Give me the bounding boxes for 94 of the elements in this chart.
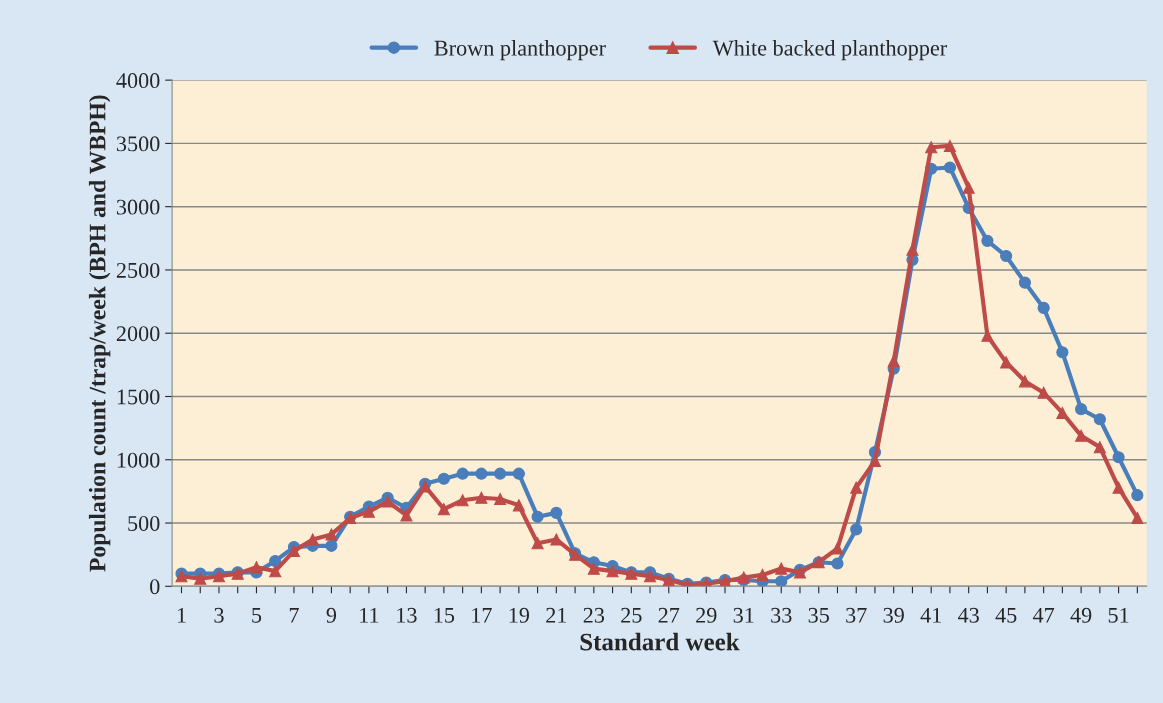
x-tick-label: 13	[397, 607, 417, 623]
point	[1018, 276, 1031, 289]
point	[494, 467, 507, 480]
x-axis-title: Standard week	[580, 632, 740, 651]
point	[306, 533, 319, 546]
x-tick-label: 17	[472, 607, 492, 623]
point	[831, 542, 844, 555]
x-tick-label: 45	[995, 607, 1017, 623]
point	[512, 467, 525, 480]
x-tick-label: 37	[846, 607, 867, 623]
point	[1075, 403, 1088, 416]
x-tick-label: 9	[326, 607, 337, 623]
legend-label: White backed planthopper	[712, 39, 947, 61]
y-tick-label: 2000	[116, 326, 160, 342]
point	[325, 528, 338, 541]
point	[831, 557, 844, 570]
point	[437, 472, 450, 485]
x-tick-label: 21	[546, 607, 567, 623]
point	[456, 467, 469, 480]
point	[531, 537, 544, 550]
point	[943, 139, 956, 153]
point	[362, 505, 375, 518]
point	[194, 572, 207, 585]
x-tick-label: 25	[621, 607, 642, 623]
point	[1037, 301, 1050, 314]
point	[925, 141, 938, 154]
point	[1018, 375, 1031, 388]
point	[1093, 441, 1106, 454]
point	[325, 539, 338, 552]
point	[512, 499, 525, 512]
point	[1056, 406, 1069, 420]
point	[943, 161, 956, 174]
x-tick-label: 11	[360, 607, 379, 623]
y-tick-label: 500	[128, 515, 160, 531]
x-tick-label: 15	[434, 607, 455, 623]
x-tick-label: 41	[920, 607, 941, 623]
x-tick-label: 5	[252, 608, 262, 623]
point	[868, 454, 882, 468]
point	[531, 510, 544, 523]
x-tick-label: 29	[696, 607, 717, 623]
point	[606, 565, 619, 578]
point	[850, 481, 863, 494]
point	[1075, 429, 1088, 442]
x-tick-label: 43	[957, 607, 979, 623]
point	[887, 354, 900, 368]
x-tick-label: 3	[214, 607, 224, 623]
point	[643, 570, 657, 583]
point	[250, 561, 263, 574]
x-tick-label: 7	[289, 608, 299, 623]
y-tick-label: 1000	[117, 452, 160, 468]
x-tick-label: 1	[177, 607, 186, 623]
point	[494, 492, 507, 506]
x-tick-label: 23	[583, 607, 605, 623]
point	[1131, 489, 1144, 502]
point	[587, 562, 600, 575]
x-tick-label: 51	[1108, 607, 1129, 623]
y-tick-label: 2500	[116, 262, 160, 278]
y-tick-label: 0	[150, 579, 160, 595]
point	[1093, 413, 1106, 426]
point	[1056, 346, 1069, 359]
point	[756, 568, 769, 581]
point	[437, 503, 450, 516]
point	[1000, 249, 1013, 263]
point	[550, 506, 563, 519]
y-tick-label: 4000	[116, 73, 160, 89]
point	[981, 234, 994, 247]
point	[775, 575, 788, 587]
point	[381, 495, 394, 508]
point	[475, 467, 488, 480]
point	[775, 562, 788, 575]
point	[475, 491, 488, 504]
point	[906, 243, 919, 256]
point	[456, 494, 469, 507]
point	[269, 554, 282, 568]
y-tick-label: 3500	[116, 136, 160, 152]
x-tick-label: 39	[883, 607, 904, 623]
point	[1112, 481, 1125, 494]
x-tick-label: 19	[509, 607, 530, 623]
x-tick-label: 27	[658, 607, 680, 623]
point	[1131, 511, 1144, 525]
x-tick-label: 47	[1032, 607, 1055, 623]
y-tick-label: 1500	[117, 389, 160, 405]
x-tick-label: 49	[1070, 607, 1092, 623]
point	[962, 181, 975, 194]
point	[850, 523, 863, 536]
x-tick-label: 35	[808, 607, 829, 623]
y-tick-label: 3000	[116, 199, 160, 215]
point	[269, 565, 282, 578]
x-tick-label: 31	[733, 607, 754, 623]
point	[1112, 451, 1125, 464]
x-tick-label: 33	[771, 607, 792, 623]
legend-label: Brown planthopper	[434, 39, 606, 61]
point	[400, 509, 413, 522]
y-axis-title: Population count /trap/week (BPH and WBPH)	[88, 95, 111, 572]
